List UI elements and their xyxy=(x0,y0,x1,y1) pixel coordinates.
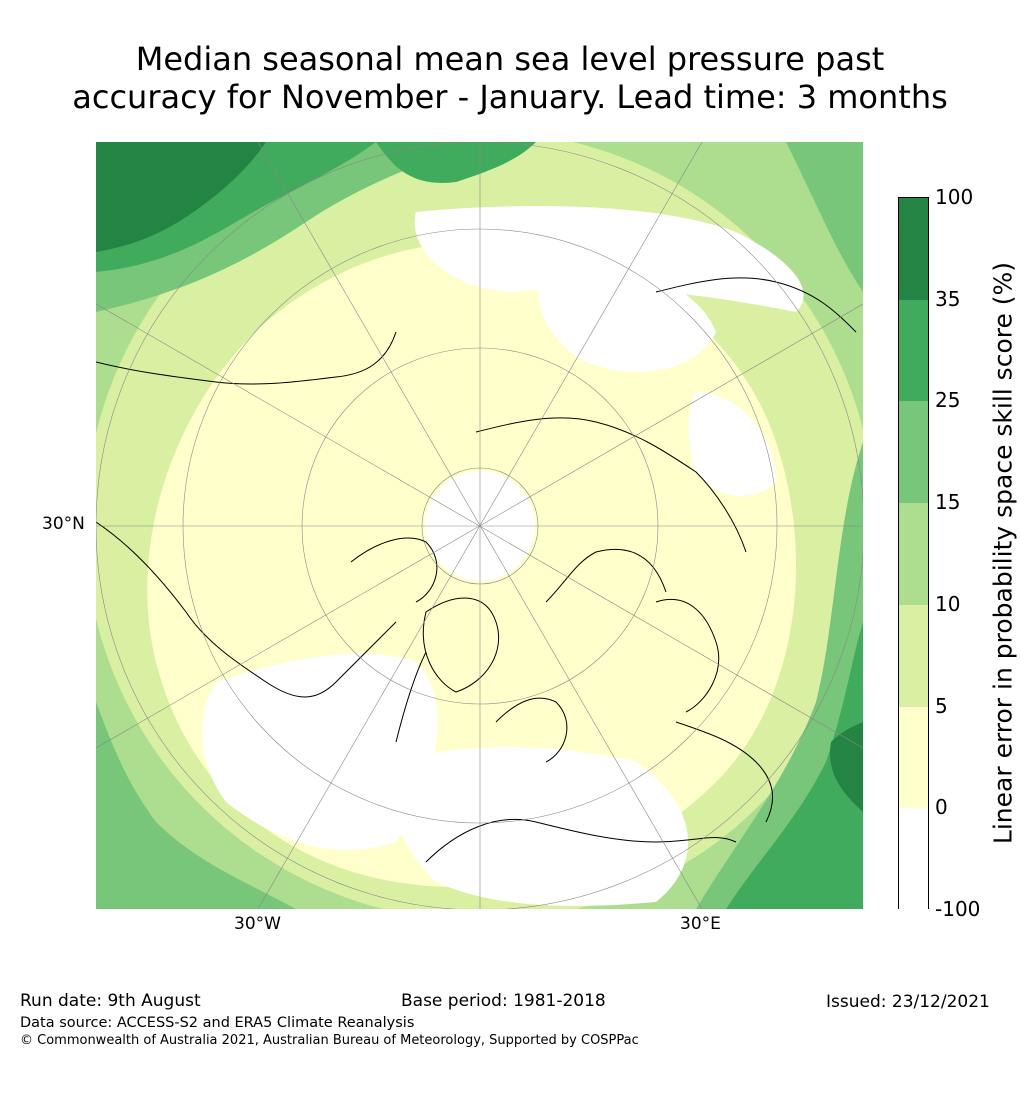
region-right-35-100 xyxy=(830,722,863,812)
coast-alaska xyxy=(96,331,397,385)
colorbar-segment xyxy=(899,706,928,809)
colorbar-segment xyxy=(899,401,928,504)
region-topleft-35-100 xyxy=(96,142,266,252)
coast-labrador xyxy=(395,651,427,743)
issued-date: Issued: 23/12/2021 xyxy=(826,992,990,1012)
colorbar xyxy=(898,197,929,910)
coast-baltic xyxy=(655,598,720,713)
copyright: © Commonwealth of Australia 2021, Austra… xyxy=(20,1033,639,1048)
title-line-2: accuracy for November - January. Lead ti… xyxy=(72,78,948,116)
coast-canada-archipelago xyxy=(350,537,438,603)
region-negative-atlantic xyxy=(202,653,438,850)
colorbar-tick-label: 100 xyxy=(935,185,974,209)
coast-north-america xyxy=(96,521,397,698)
region-topright-15-25 xyxy=(786,142,863,292)
colorbar-tick-label: 15 xyxy=(935,490,961,515)
data-source: Data source: ACCESS-S2 and ERA5 Climate … xyxy=(20,1015,415,1031)
colorbar-tick-label: -100 xyxy=(935,897,981,921)
coast-greenland xyxy=(422,597,500,693)
coast-europe-south xyxy=(425,818,737,863)
region-right-25-35 xyxy=(726,622,863,909)
coast-kamchatka xyxy=(655,277,857,333)
polar-map-svg xyxy=(96,142,863,909)
coast-british-isles xyxy=(495,697,568,763)
region-top-25-35 xyxy=(376,142,536,183)
run-date: Run date: 9th August xyxy=(20,991,201,1011)
colorbar-tick-label: 10 xyxy=(935,591,961,616)
colorbar-segment xyxy=(899,503,928,605)
region-bottomleft-15-25 xyxy=(96,702,296,909)
region-negative-europe xyxy=(392,747,689,906)
chart-title: Median seasonal mean sea level pressure … xyxy=(0,40,1020,116)
colorbar-label: Linear error in probability space skill … xyxy=(988,261,1018,845)
colorbar-tick-label: 25 xyxy=(935,388,961,413)
colorbar-segment xyxy=(899,198,928,300)
region-negative-asia xyxy=(688,392,776,496)
lon-label-30w: 30°W xyxy=(234,914,281,934)
title-line-1: Median seasonal mean sea level pressure … xyxy=(135,40,885,78)
coast-siberia xyxy=(475,417,747,553)
colorbar-segment xyxy=(899,604,928,707)
graticule-meridian-60e xyxy=(96,303,863,749)
graticule xyxy=(96,142,863,909)
coast-caspian xyxy=(675,721,774,823)
colorbar-tick-label: 0 xyxy=(935,795,948,820)
colorbar-tick-label: 5 xyxy=(935,693,948,718)
skill-score-map xyxy=(96,142,863,909)
lon-label-30e: 30°E xyxy=(680,914,721,934)
colorbar-segment xyxy=(899,808,928,910)
lat-label-30n: 30°N xyxy=(42,514,85,534)
colorbar-tick-label: 35 xyxy=(935,286,961,311)
base-period: Base period: 1981-2018 xyxy=(401,991,606,1011)
coast-scandinavia-north xyxy=(545,548,667,603)
colorbar-segment xyxy=(899,299,928,402)
region-negative-north xyxy=(414,206,804,312)
coastlines xyxy=(96,277,857,863)
